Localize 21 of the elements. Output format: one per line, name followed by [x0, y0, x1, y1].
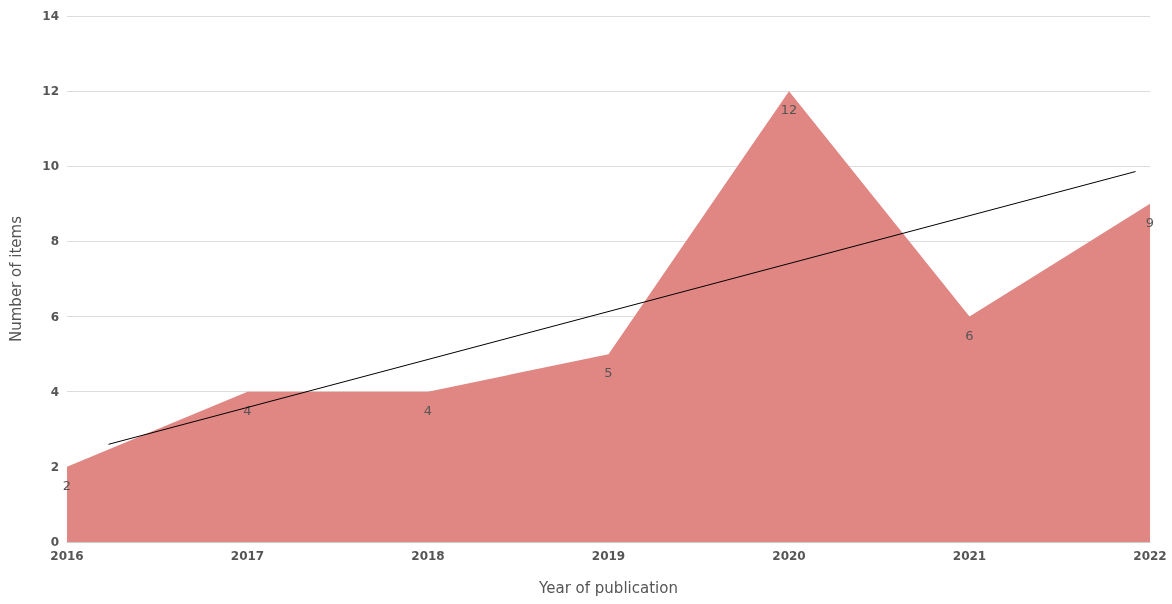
x-tick-label: 2022: [1133, 549, 1167, 563]
y-tick-label: 10: [42, 159, 59, 174]
y-tick-label: 12: [42, 84, 59, 99]
y-tick-label: 4: [50, 384, 59, 399]
y-axis-title: Number of items: [6, 215, 25, 342]
data-label: 12: [780, 102, 798, 118]
y-tick-label: 6: [50, 309, 59, 324]
y-tick-label: 14: [42, 9, 59, 23]
x-tick-label: 2021: [952, 549, 987, 563]
data-label: 5: [604, 365, 613, 381]
data-label: 4: [423, 402, 433, 418]
y-tick-label: 0: [50, 535, 59, 549]
x-tick-label: 2017: [230, 549, 265, 563]
x-tick-label: 2020: [772, 549, 806, 563]
x-tick-label: 2018: [411, 549, 445, 563]
y-tick-label: 8: [50, 234, 59, 249]
data-label: 6: [965, 327, 974, 343]
y-tick-label: 2: [50, 459, 59, 474]
x-tick-label: 2016: [50, 549, 84, 563]
x-axis-title: Year of publication: [538, 578, 678, 597]
x-tick-label: 2019: [591, 549, 626, 563]
